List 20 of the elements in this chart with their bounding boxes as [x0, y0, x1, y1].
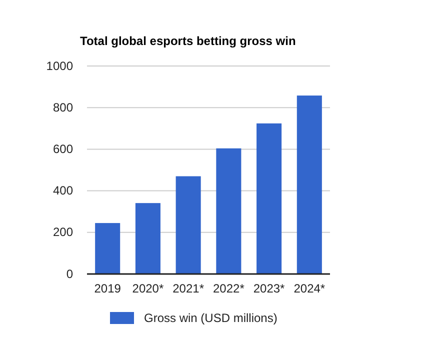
y-tick-label: 400 — [52, 184, 74, 198]
y-tick-label: 200 — [52, 225, 74, 240]
bar — [216, 148, 242, 274]
bar — [176, 176, 201, 274]
y-tick-label: 600 — [52, 142, 74, 156]
x-tick-label: 2024* — [294, 282, 326, 296]
x-tick-label: 2019 — [94, 282, 122, 296]
bar — [296, 96, 322, 274]
x-tick-label: 2022* — [212, 282, 245, 296]
bar — [256, 123, 282, 274]
x-tick-label: 2021* — [172, 282, 204, 296]
y-tick-label: 0 — [66, 266, 74, 281]
chart-title: Total global esports betting gross win — [80, 34, 296, 48]
bar — [95, 223, 120, 274]
y-tick-label: 1000 — [46, 58, 74, 73]
x-tick-label: 2023* — [253, 282, 286, 296]
bar — [135, 203, 160, 274]
y-tick-label: 800 — [52, 100, 74, 114]
legend-label: Gross win (USD millions) — [144, 311, 278, 326]
x-tick-label: 2020* — [132, 282, 164, 296]
